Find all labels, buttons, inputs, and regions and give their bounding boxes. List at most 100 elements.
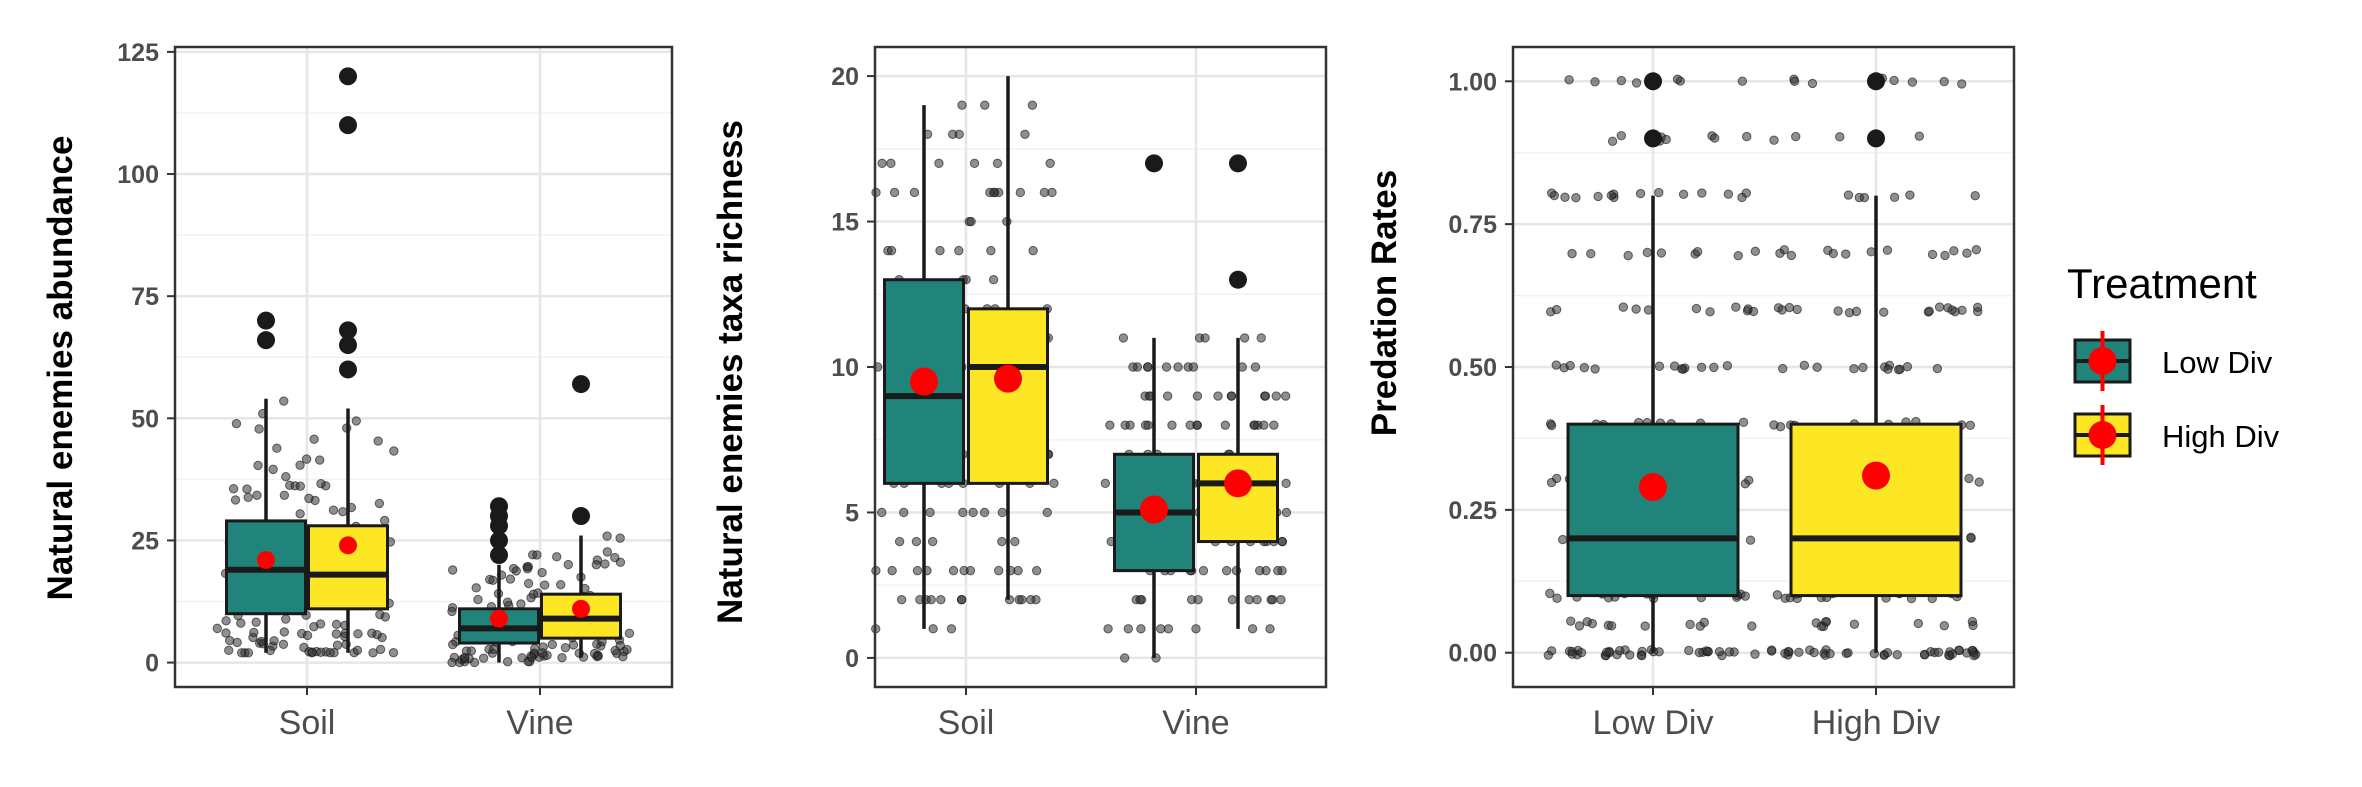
- jitter-point: [1954, 645, 1964, 655]
- jitter-point: [997, 507, 1008, 518]
- mean-marker: [1140, 495, 1168, 524]
- jitter-point: [1747, 621, 1757, 631]
- jitter-point: [301, 454, 312, 464]
- jitter-point: [1750, 649, 1760, 659]
- jitter-point: [1766, 645, 1777, 655]
- jitter-point: [295, 509, 305, 519]
- jitter-point: [610, 552, 620, 563]
- jitter-point: [1047, 187, 1057, 198]
- jitter-point: [1968, 620, 1978, 631]
- jitter-point: [1250, 362, 1261, 372]
- jitter-point: [1740, 479, 1751, 489]
- jitter-point: [1714, 646, 1725, 657]
- jitter-point: [1694, 647, 1705, 658]
- jitter-point: [1962, 248, 1972, 258]
- jitter-point: [1276, 595, 1286, 605]
- jitter-point: [925, 507, 935, 518]
- y-tick-label: 0: [145, 650, 159, 678]
- jitter-point: [372, 629, 382, 640]
- jitter-point: [448, 639, 458, 650]
- jitter-point: [1015, 187, 1026, 198]
- jitter-point: [979, 507, 990, 518]
- jitter-point: [268, 464, 278, 475]
- x-ticks-abundance: Soil Vine: [279, 687, 574, 742]
- jitter-point: [1031, 565, 1042, 576]
- jitter-point: [1239, 333, 1250, 343]
- jitter-point: [221, 616, 231, 626]
- jitter-point: [557, 652, 567, 663]
- jitter-point: [1791, 131, 1801, 142]
- jitter-point: [965, 565, 976, 576]
- jitter-point: [473, 594, 483, 605]
- jitter-point: [1565, 360, 1575, 371]
- jitter-point: [1601, 647, 1612, 657]
- jitter-point: [1849, 364, 1859, 374]
- jitter-point: [1816, 621, 1827, 632]
- jitter-point: [1125, 420, 1135, 430]
- jitter-point: [279, 627, 290, 637]
- jitter-point: [957, 100, 967, 110]
- jitter-point: [1685, 619, 1695, 630]
- jitter-point: [1191, 624, 1201, 634]
- jitter-point: [212, 623, 222, 634]
- jitter-point: [909, 187, 920, 198]
- jitter-point: [307, 647, 317, 657]
- jitter-point: [1882, 245, 1893, 255]
- jitter-point: [1567, 248, 1577, 259]
- jitter-point: [1654, 361, 1665, 371]
- jitter-point: [380, 612, 391, 622]
- jitter-point: [1799, 360, 1810, 371]
- outlier-point: [339, 360, 357, 379]
- jitter-point: [1266, 595, 1276, 605]
- jitter-point: [1849, 619, 1860, 629]
- jitter-point: [1656, 248, 1667, 258]
- outlier-point: [490, 497, 508, 516]
- jitter-point: [230, 495, 241, 505]
- jitter-point: [935, 245, 945, 256]
- jitter-point: [338, 506, 348, 517]
- jitter-point: [532, 550, 542, 560]
- jitter-point: [231, 418, 242, 429]
- jitter-point: [1866, 247, 1876, 257]
- jitter-point: [602, 547, 613, 557]
- jitter-point: [459, 652, 470, 663]
- jitter-point: [912, 565, 923, 576]
- jitter-point: [1571, 193, 1581, 203]
- jitter-point: [508, 563, 519, 574]
- jitter-point: [602, 531, 612, 541]
- jitter-point: [600, 559, 610, 569]
- jitter-point: [1640, 621, 1650, 631]
- jitter-point: [1635, 188, 1646, 199]
- jitter-point: [252, 490, 262, 501]
- jitter-point: [309, 434, 319, 444]
- jitter-point: [1778, 363, 1788, 374]
- jitter-point: [1590, 77, 1600, 87]
- jitter-point: [1259, 420, 1269, 430]
- jitter-point: [889, 187, 900, 198]
- jitter-point: [269, 636, 279, 646]
- jitter-point: [1163, 624, 1174, 634]
- jitter-point: [374, 498, 385, 509]
- jitter-point: [1162, 391, 1173, 401]
- jitter-point: [886, 158, 896, 169]
- jitter-point: [1247, 624, 1258, 634]
- jitter-point: [221, 628, 231, 638]
- jitter-point: [1709, 362, 1719, 373]
- jitter-point: [927, 536, 938, 547]
- jitter-point: [539, 580, 550, 590]
- jitter-point: [896, 595, 907, 605]
- outlier-point: [1644, 129, 1662, 148]
- jitter-point: [1772, 590, 1783, 600]
- legend-label-low-div: Low Div: [2162, 345, 2273, 380]
- jitter-point: [1678, 189, 1689, 200]
- jitter-point: [899, 507, 909, 518]
- jitter-point: [926, 595, 936, 605]
- jitter-point: [272, 443, 282, 453]
- jitter-point: [1748, 306, 1759, 317]
- jitter-point: [1567, 649, 1577, 659]
- box: [1197, 452, 1279, 544]
- jitter-point: [488, 644, 499, 655]
- jitter-point: [1213, 391, 1223, 401]
- jitter-point: [568, 640, 579, 650]
- y-tick-label: 1.00: [1448, 68, 1497, 96]
